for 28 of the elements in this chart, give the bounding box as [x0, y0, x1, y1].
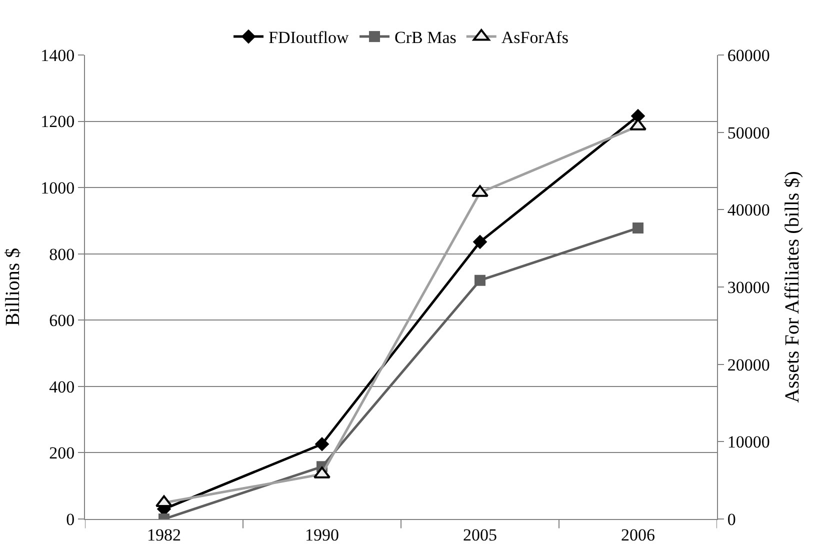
- y2-tick-label: 0: [727, 510, 736, 529]
- legend-label: CrB Mas: [394, 28, 456, 48]
- y2-tick-label: 30000: [727, 278, 770, 297]
- y-tick-label: 800: [49, 244, 75, 264]
- y2-tick-label: 20000: [727, 355, 770, 374]
- y-tick-label: 200: [49, 444, 75, 463]
- point: [474, 274, 486, 286]
- y-axis-title: Billions $: [2, 248, 24, 326]
- y-tick-label: 1200: [40, 112, 75, 132]
- y-tick-label: 600: [49, 311, 75, 330]
- y2-axis-title: Assets For Affiliates (bills $): [781, 171, 804, 403]
- y2-tick-label: 40000: [727, 200, 770, 220]
- x-tick-label: 1982: [147, 525, 181, 544]
- x-tick-label: 2006: [621, 525, 655, 544]
- y-tick-label: 0: [66, 510, 75, 529]
- legend-label: FDIoutflow: [268, 28, 350, 48]
- y2-tick-label: 10000: [727, 432, 770, 452]
- x-tick-label: 1990: [305, 525, 339, 544]
- y-tick-label: 1400: [40, 46, 75, 65]
- legend-label: AsForAfs: [501, 28, 568, 48]
- y-tick-label: 400: [49, 377, 75, 396]
- point: [632, 222, 644, 234]
- x-tick-label: 2005: [463, 525, 497, 544]
- point: [314, 436, 330, 452]
- y-tick-label: 1000: [40, 178, 75, 198]
- point: [472, 234, 488, 250]
- y2-tick-label: 60000: [727, 46, 770, 65]
- y2-tick-label: 50000: [727, 123, 770, 142]
